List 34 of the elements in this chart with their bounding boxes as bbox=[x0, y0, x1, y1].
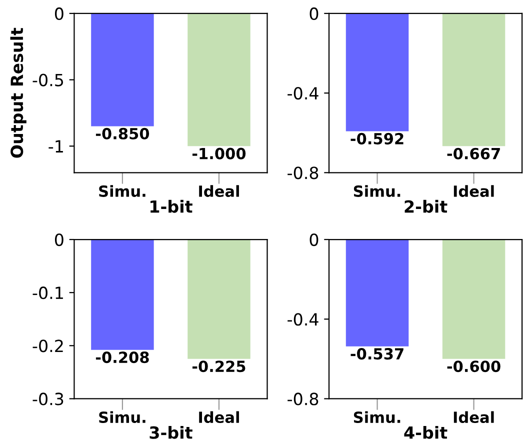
y-tick-label: -0.4 bbox=[288, 313, 318, 326]
y-tick-label: 0 bbox=[310, 7, 318, 20]
x-axis-title: 3-bit bbox=[150, 426, 192, 439]
y-axis-title: Output Result bbox=[10, 28, 26, 158]
y-tick-label: -0.3 bbox=[32, 392, 64, 406]
x-axis-title: 1-bit bbox=[150, 200, 192, 213]
y-tick-label: -0.2 bbox=[32, 340, 63, 352]
x-tick-label: Simu. bbox=[99, 185, 146, 197]
x-tick-label: Ideal bbox=[199, 185, 239, 197]
data-label: -0.850 bbox=[96, 128, 150, 140]
x-tick-label: Ideal bbox=[454, 411, 494, 424]
x-axis-title: 2-bit bbox=[404, 200, 448, 213]
y-tick-label: 0 bbox=[54, 233, 64, 246]
data-label: -0.600 bbox=[447, 360, 500, 372]
y-tick-label: -0.4 bbox=[288, 87, 318, 100]
x-tick-label: Simu. bbox=[354, 411, 400, 424]
data-label: -1.000 bbox=[192, 148, 246, 160]
x-tick-label: Ideal bbox=[454, 185, 494, 197]
x-tick-label: Simu. bbox=[99, 411, 146, 424]
y-tick-label: -0.8 bbox=[288, 166, 318, 180]
data-label: -0.537 bbox=[350, 348, 404, 360]
y-tick-label: -1 bbox=[48, 140, 63, 152]
x-tick-label: Simu. bbox=[354, 185, 400, 197]
x-tick-label: Ideal bbox=[199, 411, 239, 424]
x-axis-title: 4-bit bbox=[404, 426, 448, 439]
y-tick-label: -0.1 bbox=[32, 286, 63, 300]
y-tick-label: -0.5 bbox=[32, 74, 64, 86]
data-label: -0.592 bbox=[350, 132, 404, 144]
data-label: -0.208 bbox=[96, 352, 149, 364]
data-label: -0.667 bbox=[447, 148, 500, 160]
y-tick-label: 0 bbox=[310, 233, 318, 246]
data-label: -0.225 bbox=[192, 360, 246, 372]
y-tick-label: 0 bbox=[54, 7, 64, 20]
y-tick-label: -0.8 bbox=[288, 392, 318, 406]
